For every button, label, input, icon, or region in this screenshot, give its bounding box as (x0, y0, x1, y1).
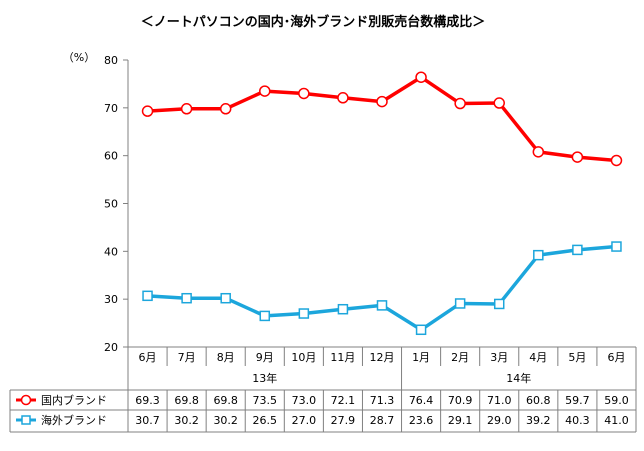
data-point (415, 324, 427, 336)
data-label: 69.8 (174, 394, 199, 407)
x-tick-label: 11月 (330, 351, 355, 364)
data-point (259, 85, 271, 97)
x-tick-label: 7月 (178, 351, 196, 364)
y-axis-unit: （%） (63, 51, 95, 64)
data-label: 23.6 (409, 414, 434, 427)
data-label: 69.8 (213, 394, 238, 407)
data-point (611, 241, 622, 252)
data-point (337, 303, 349, 315)
data-label: 59.0 (604, 394, 629, 407)
data-label: 73.5 (253, 394, 278, 407)
x-tick-label: 3月 (490, 351, 508, 364)
x-tick-label: 10月 (291, 351, 316, 364)
legend-label: 国内ブランド (41, 393, 107, 407)
data-point (141, 105, 154, 117)
series-line (147, 75, 617, 163)
plot-area (141, 71, 623, 336)
y-tick-label: 20 (104, 341, 118, 354)
data-point (376, 95, 388, 108)
x-tick-label: 2月 (451, 351, 469, 364)
x-tick-label: 6月 (607, 351, 625, 364)
data-label: 27.9 (331, 414, 356, 427)
data-label: 69.3 (135, 394, 160, 407)
data-point (572, 244, 583, 256)
data-label: 40.3 (565, 414, 590, 427)
legend-entry: 国内ブランド (16, 393, 107, 407)
data-point (610, 154, 623, 167)
legend-entry: 海外ブランド (16, 413, 107, 427)
axes: 20 30 40 50 60 70 80 (104, 54, 129, 354)
year-group-label: 14年 (506, 371, 531, 385)
legend-marker (20, 394, 32, 406)
y-tick-label: 70 (104, 102, 118, 115)
data-point (533, 249, 544, 261)
x-tick-label: 9月 (256, 351, 274, 364)
data-point (142, 290, 153, 302)
data-label: 29.1 (448, 414, 473, 427)
data-label: 60.8 (526, 394, 551, 407)
data-point (181, 292, 192, 304)
y-tick-label: 50 (104, 198, 118, 211)
x-tick-label: 6月 (139, 351, 157, 364)
y-tick-label: 30 (104, 293, 118, 306)
data-point (415, 71, 427, 83)
data-point (376, 300, 388, 311)
data-point (493, 298, 505, 310)
data-point (454, 97, 466, 110)
x-tick-label: 12月 (370, 351, 395, 364)
y-tick-label: 80 (104, 54, 118, 67)
data-point (259, 310, 271, 322)
data-point (337, 92, 349, 104)
year-group-label: 13年 (252, 371, 277, 385)
x-tick-label: 1月 (412, 351, 430, 364)
data-label: 28.7 (370, 414, 395, 427)
data-point (454, 298, 466, 309)
x-tick-label: 4月 (529, 351, 547, 364)
y-tick-label: 60 (104, 150, 118, 163)
data-point (180, 103, 193, 115)
data-point (571, 151, 584, 163)
data-label: 27.0 (292, 414, 317, 427)
data-label: 72.1 (331, 394, 356, 407)
data-label: 30.2 (174, 414, 199, 427)
data-label: 41.0 (604, 414, 629, 427)
data-label: 29.0 (487, 414, 512, 427)
legend-label: 海外ブランド (41, 413, 107, 427)
data-label: 71.3 (370, 394, 395, 407)
legend-marker (21, 415, 31, 425)
data-label: 76.4 (409, 394, 434, 407)
data-point (298, 308, 310, 319)
y-tick-label: 40 (104, 245, 118, 258)
data-point (532, 146, 545, 158)
data-table: 6月 7月 8月 9月 10月 11月 12月 1月 2月 3月 4月 5月 6月 13年 14年国内ブラン… (9, 346, 637, 433)
data-point (220, 292, 231, 304)
data-point (219, 103, 232, 115)
data-label: 30.7 (135, 414, 160, 427)
x-tick-label: 8月 (217, 351, 235, 364)
series-line (147, 244, 617, 332)
data-label: 39.2 (526, 414, 551, 427)
data-label: 59.7 (565, 394, 590, 407)
data-label: 73.0 (292, 394, 317, 407)
chart-title: ＜ノートパソコンの国内･海外ブランド別販売台数構成比＞ (141, 14, 486, 30)
data-point (493, 97, 505, 109)
data-label: 70.9 (448, 394, 473, 407)
data-label: 30.2 (213, 414, 238, 427)
x-tick-label: 5月 (568, 351, 586, 364)
data-label: 26.5 (253, 414, 278, 427)
data-label: 71.0 (487, 394, 512, 407)
data-point (298, 87, 310, 100)
